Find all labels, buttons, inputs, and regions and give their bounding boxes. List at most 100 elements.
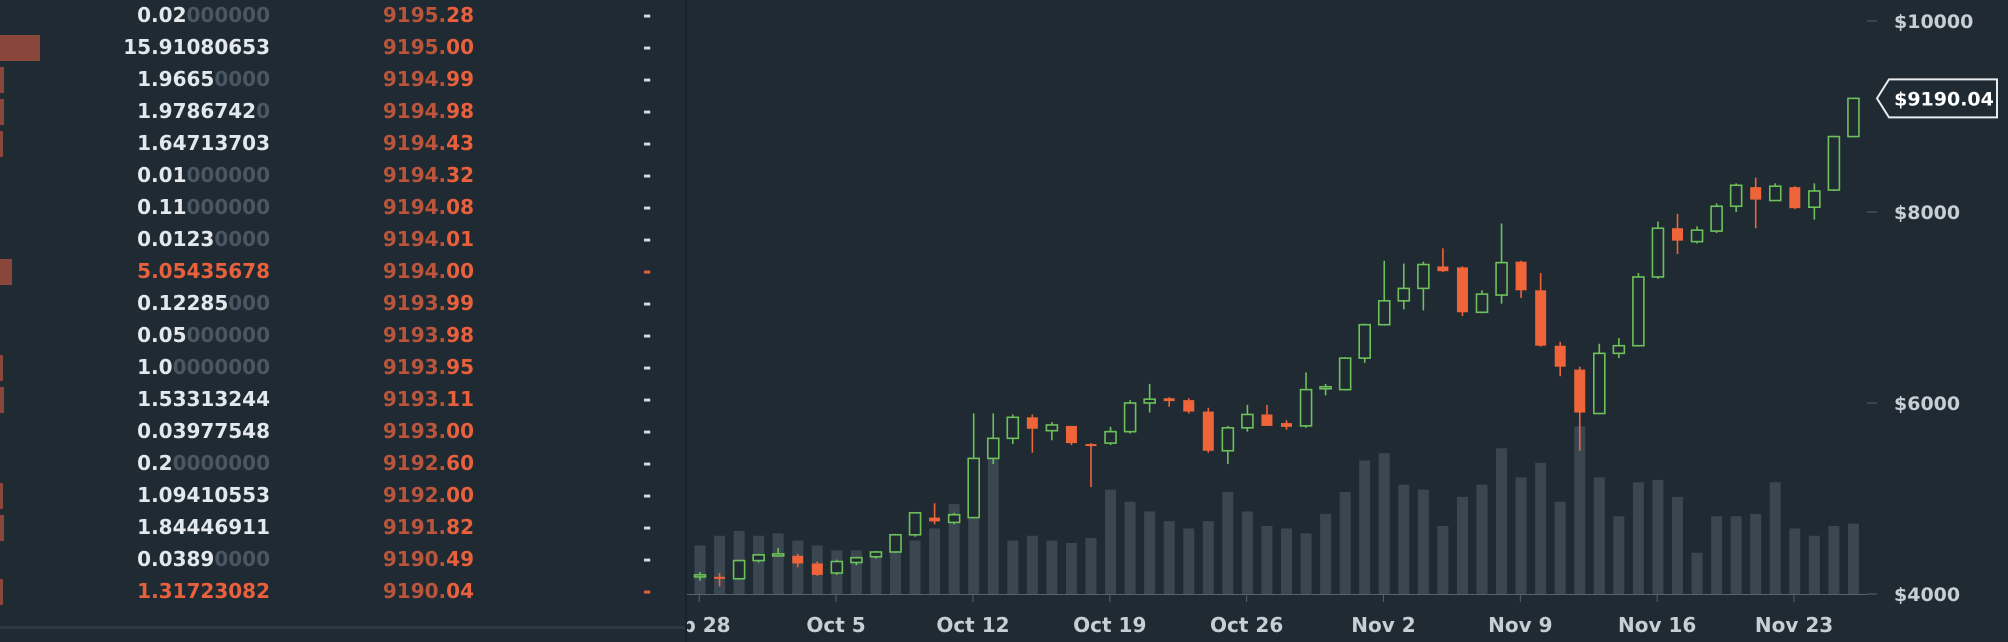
candle-down[interactable] — [1202, 407, 1214, 453]
candle-down[interactable] — [1672, 213, 1683, 255]
candle-body — [1535, 290, 1547, 346]
volume-bar — [1652, 479, 1664, 594]
candle-down[interactable] — [811, 561, 823, 576]
order-amount-significant: 1.31723082 — [137, 579, 270, 603]
candle-up[interactable] — [732, 559, 746, 580]
order-book-row[interactable]: 0.02000000 9195.28 - — [0, 0, 685, 32]
volume-bar — [1105, 489, 1117, 594]
candle-down[interactable] — [1085, 443, 1097, 488]
order-book-row[interactable]: 0.03977548 9193.00 - — [0, 416, 685, 448]
candle-down[interactable] — [792, 553, 804, 568]
order-book-row[interactable]: 0.05000000 9193.98 - — [0, 320, 685, 352]
order-amount-padding: 000000 — [186, 3, 271, 27]
candle-up[interactable] — [1475, 290, 1489, 314]
order-book-row[interactable]: 0.03890000 9190.49 - — [0, 544, 685, 576]
candle-up[interactable] — [1338, 357, 1352, 391]
candle-down[interactable] — [929, 503, 941, 525]
candle-up[interactable] — [693, 572, 707, 581]
candle-down[interactable] — [1281, 420, 1292, 430]
candle-up[interactable] — [830, 559, 844, 575]
candle-up[interactable] — [1241, 404, 1254, 432]
candle-body — [986, 437, 1000, 460]
candle-down[interactable] — [1437, 248, 1449, 273]
candle-up[interactable] — [1319, 383, 1332, 396]
candle-up[interactable] — [889, 533, 902, 553]
candle-down[interactable] — [1163, 397, 1175, 407]
candle-up[interactable] — [1397, 263, 1411, 310]
order-amount-padding: 0000000 — [172, 355, 270, 379]
candle-down[interactable] — [714, 572, 726, 587]
candle-down[interactable] — [1574, 366, 1586, 451]
candle-up[interactable] — [1299, 372, 1313, 428]
order-book-row[interactable]: 0.01230000 9194.01 - — [0, 224, 685, 256]
order-book-row[interactable]: 0.01000000 9194.32 - — [0, 160, 685, 192]
candle-up[interactable] — [1710, 203, 1723, 234]
candle-up[interactable] — [1417, 261, 1430, 311]
order-marker: - — [643, 67, 652, 91]
order-book-row[interactable]: 0.12285000 9193.99 - — [0, 288, 685, 320]
candle-down[interactable] — [1261, 404, 1273, 426]
candle-up[interactable] — [771, 548, 785, 557]
candle-up[interactable] — [1045, 422, 1059, 441]
order-book-row[interactable]: 0.11000000 9194.08 - — [0, 192, 685, 224]
candlestick-chart[interactable]: ep 28 Oct 5 Oct 12 Oct 19 Oct 26 Nov 2 Nov 9 No… — [687, 0, 2008, 642]
candle-up[interactable] — [850, 556, 863, 566]
candle-body — [1397, 287, 1411, 302]
order-book-row[interactable]: 15.91080653 9195.00 - — [0, 32, 685, 64]
candle-down[interactable] — [1535, 273, 1547, 347]
candle-up[interactable] — [1358, 323, 1372, 363]
candle-up[interactable] — [1592, 343, 1606, 415]
order-price-integer: 9190. — [382, 547, 447, 571]
order-book-row[interactable]: 1.96650000 9194.99 - — [0, 64, 685, 96]
candle-up[interactable] — [1768, 183, 1782, 202]
order-amount: 0.03977548 — [137, 419, 270, 443]
candle-up[interactable] — [1847, 97, 1860, 138]
candle-up[interactable] — [1143, 383, 1156, 413]
candle-down[interactable] — [1789, 186, 1801, 210]
candle-up[interactable] — [908, 511, 922, 537]
order-price-integer: 9195. — [382, 3, 447, 27]
candle-up[interactable] — [1006, 414, 1020, 445]
candle-down[interactable] — [1456, 266, 1468, 317]
candle-up[interactable] — [1827, 135, 1841, 191]
order-book-row[interactable]: 1.97867420 9194.98 - — [0, 96, 685, 128]
order-book-row[interactable]: 1.31723082 9190.04 - — [0, 576, 685, 608]
candle-up[interactable] — [1612, 338, 1626, 359]
order-price: 9193.00 — [383, 419, 474, 443]
order-amount-padding: 0000 — [214, 67, 270, 91]
order-book-row[interactable]: 0.20000000 9192.60 - — [0, 448, 685, 480]
candle-up[interactable] — [1221, 425, 1235, 465]
candle-up[interactable] — [752, 553, 765, 563]
candle-up[interactable] — [1377, 260, 1391, 326]
order-book-row[interactable]: 1.09410553 9192.00 - — [0, 480, 685, 512]
order-book-row[interactable]: 1.00000000 9193.95 - — [0, 352, 685, 384]
order-amount: 1.53313244 — [137, 387, 270, 411]
candle-up[interactable] — [947, 512, 961, 525]
candle-up[interactable] — [1808, 183, 1821, 220]
candle-down[interactable] — [1026, 414, 1038, 453]
candle-up[interactable] — [1123, 400, 1137, 434]
candle-up[interactable] — [1632, 273, 1645, 347]
order-price-decimals: 04 — [446, 579, 474, 603]
order-book-row[interactable]: 5.05435678 9194.00 - — [0, 256, 685, 288]
candle-up[interactable] — [1651, 221, 1665, 279]
order-book-row[interactable]: 1.53313244 9193.11 - — [0, 384, 685, 416]
candle-up[interactable] — [967, 413, 981, 519]
candle-down[interactable] — [1065, 425, 1077, 446]
candle-up[interactable] — [1495, 223, 1508, 304]
candle-down[interactable] — [1515, 260, 1527, 298]
candle-up[interactable] — [986, 413, 1000, 465]
candle-down[interactable] — [1750, 177, 1762, 229]
volume-bar — [1515, 477, 1527, 594]
candle-up[interactable] — [1729, 183, 1743, 212]
order-book-row[interactable]: 1.84446911 9191.82 - — [0, 512, 685, 544]
order-amount-padding: 000 — [228, 291, 270, 315]
candle-up[interactable] — [1104, 426, 1117, 446]
order-book-row[interactable]: 1.64713703 9194.43 - — [0, 128, 685, 160]
candle-down[interactable] — [1183, 398, 1195, 414]
order-price: 9193.11 — [383, 387, 474, 411]
candle-down[interactable] — [1554, 341, 1566, 377]
depth-bar — [0, 67, 4, 93]
candle-up[interactable] — [1690, 226, 1704, 244]
candle-up[interactable] — [869, 551, 883, 559]
